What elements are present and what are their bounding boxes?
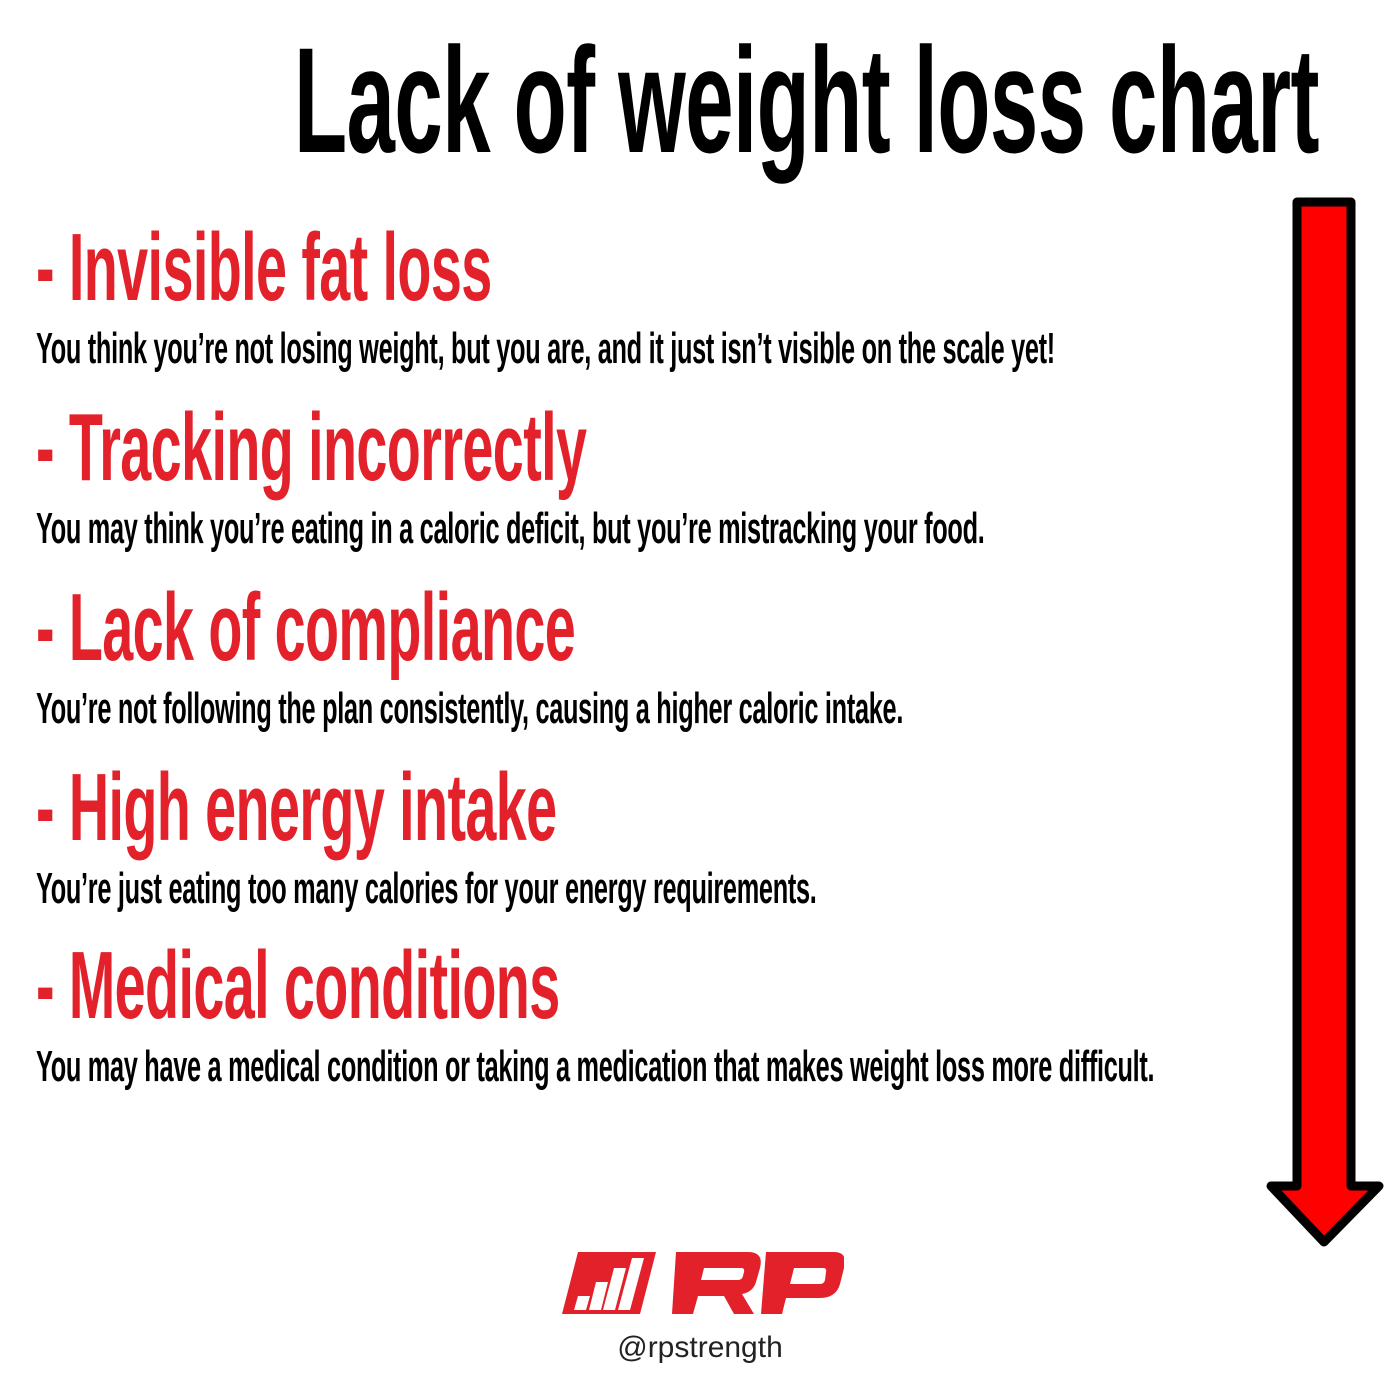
list-item: - Medical conditions You may have a medi…	[36, 936, 1276, 1156]
brand-handle: @rpstrength	[617, 1331, 783, 1364]
item-heading: - High energy intake	[36, 754, 557, 861]
item-description: You think you’re not losing weight, but …	[36, 324, 1055, 373]
item-description: You’re just eating too many calories for…	[36, 864, 817, 913]
item-heading: - Medical conditions	[36, 932, 560, 1039]
item-description: You may think you’re eating in a caloric…	[36, 504, 985, 553]
list-item: - Invisible fat loss You think you’re no…	[36, 218, 1276, 398]
down-arrow-icon	[1266, 196, 1384, 1256]
page-title: Lack of weight loss chart	[294, 16, 1319, 184]
list-item: - Lack of compliance You’re not followin…	[36, 578, 1276, 758]
rp-logo	[558, 1244, 845, 1322]
list-item: - High energy intake You’re just eating …	[36, 758, 1276, 936]
item-heading: - Invisible fat loss	[36, 214, 492, 321]
item-heading: - Tracking incorrectly	[36, 394, 587, 501]
list-item: - Tracking incorrectly You may think you…	[36, 398, 1276, 578]
item-description: You’re not following the plan consistent…	[36, 684, 904, 733]
item-description: You may have a medical condition or taki…	[36, 1042, 1155, 1091]
reasons-list: - Invisible fat loss You think you’re no…	[36, 218, 1276, 1156]
item-heading: - Lack of compliance	[36, 574, 576, 681]
